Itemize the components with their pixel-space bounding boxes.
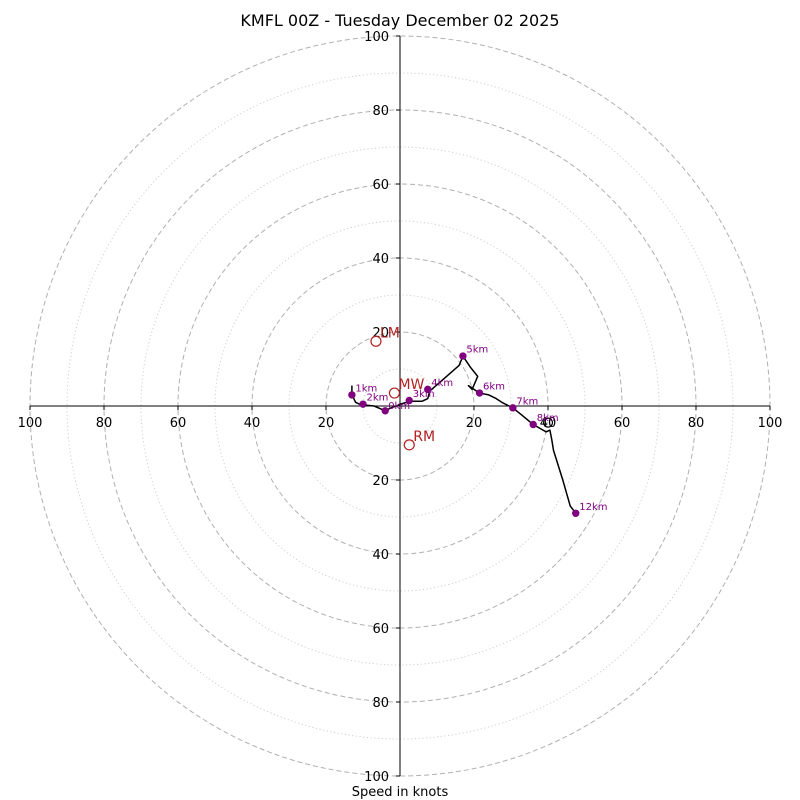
x-tick-label: 60 [170,416,187,431]
height-point-3km [405,396,413,405]
y-tick-label: 80 [372,696,389,711]
height-label-2km: 2km [367,393,389,404]
x-tick-label: 100 [758,416,783,431]
height-point-12km [572,509,580,517]
y-tick-label: 20 [372,326,389,341]
height-point-2km [359,400,367,408]
storm-motion-marker-lm [370,335,382,347]
x-tick-labels: 100 80 60 40 20 20 40 60 80 100 [18,406,783,431]
storm-motion-marker-rm [403,439,415,451]
hodograph-trace-group [351,355,577,514]
storm-motion-marker-mw [388,387,401,399]
height-point-7km [509,404,517,412]
storm-motion-label-mw: MW [398,377,424,393]
y-tick-label: 40 [372,252,389,267]
surface-label: 0km [388,401,410,412]
x-tick-label: 80 [96,416,113,431]
x-tick-label: 80 [688,416,705,431]
storm-motion-label-rm: RM [413,429,435,445]
height-label-8km: 8km [537,413,559,424]
storm-motion-label-lm: LM [380,325,400,341]
height-label-6km: 6km [483,382,505,393]
height-point-4km [424,385,432,394]
height-label-3km: 3km [413,389,435,400]
x-tick-label: 40 [244,416,261,431]
y-tick-label: 80 [372,104,389,119]
x-tick-label: 100 [18,416,43,431]
height-label-12km: 12km [579,502,607,513]
height-label-4km: 4km [431,378,453,389]
height-label-5km: 5km [466,345,488,356]
height-point-6km [475,389,484,397]
surface-point [381,407,389,415]
axes [30,36,770,776]
height-point-5km [459,352,467,360]
x-axis-label: Speed in knots [352,785,449,800]
hodograph-trace [351,355,577,514]
height-label-1km: 1km [355,383,377,394]
y-tick-label: 40 [372,548,389,563]
trace-end-marker [542,417,554,428]
chart-title: KMFL 00Z - Tuesday December 02 2025 [240,11,559,30]
height-point-1km [348,391,356,399]
x-tick-label: 20 [318,416,335,431]
y-tick-label: 100 [364,30,389,45]
x-tick-label: 60 [614,416,631,431]
y-tick-label: 60 [372,178,389,193]
height-point-8km [529,420,537,429]
y-tick-label: 100 [364,770,389,785]
height-label-7km: 7km [516,396,538,407]
y-tick-label: 20 [372,474,389,489]
y-tick-label: 60 [372,622,389,637]
x-tick-label: 20 [466,416,483,431]
y-tick-labels: 100 80 60 40 20 20 40 60 80 100 [364,30,400,785]
storm-motion-markers: LM MW RM [370,325,435,451]
